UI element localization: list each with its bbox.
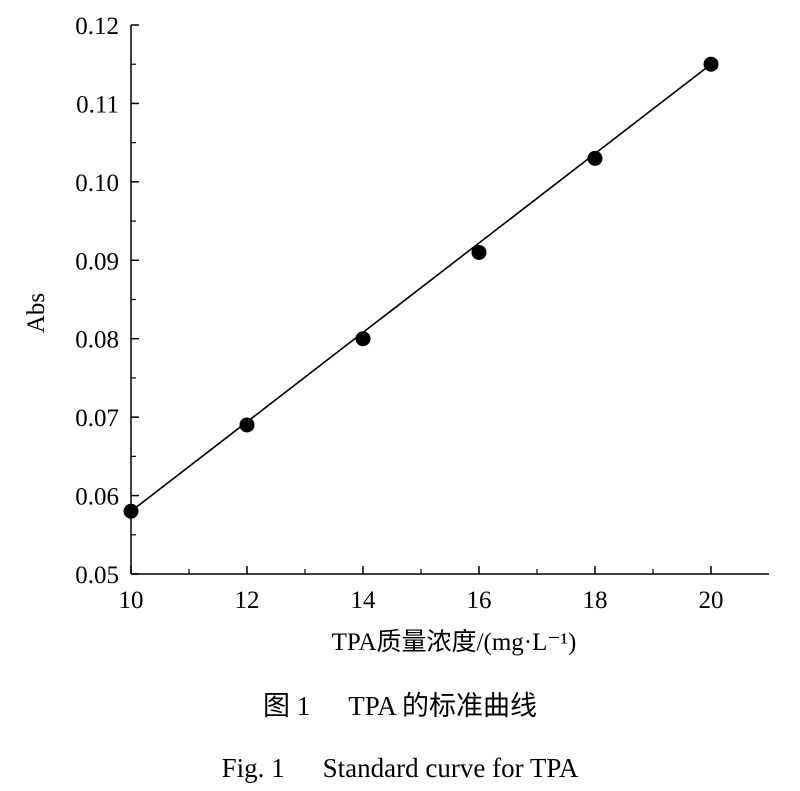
- caption-en-number: Fig. 1: [221, 753, 285, 783]
- y-axis-title: Abs: [23, 293, 50, 333]
- data-point: [587, 150, 603, 166]
- caption-en-text: Standard curve for TPA: [322, 753, 579, 783]
- x-tick-label: 18: [583, 587, 608, 614]
- y-tick-label: 0.05: [75, 562, 119, 589]
- data-point: [471, 244, 487, 260]
- y-tick-label: 0.08: [75, 327, 119, 354]
- chart: 0.05 0.06 0.07 0.08 0.09 0.10 0.11 0.12 10 12 14 16…: [23, 13, 769, 656]
- y-tick-label: 0.09: [75, 248, 119, 275]
- x-axis-title: TPA质量浓度/(mg·L⁻¹): [332, 628, 577, 656]
- data-points: [123, 56, 719, 519]
- figure-caption-chinese: 图 1 TPA 的标准曲线: [0, 684, 800, 723]
- data-point: [123, 503, 139, 519]
- caption-cn-text: TPA 的标准曲线: [348, 691, 538, 721]
- y-tick-label: 0.12: [75, 13, 119, 40]
- x-tick-label: 16: [467, 587, 492, 614]
- axes: [130, 24, 769, 575]
- y-tick-label: 0.07: [75, 405, 119, 432]
- y-tick-label: 0.06: [75, 484, 119, 511]
- fit-line: [130, 63, 712, 512]
- x-tick-label: 20: [699, 587, 724, 614]
- tick-labels: 0.05 0.06 0.07 0.08 0.09 0.10 0.11 0.12 10 12 14 16…: [75, 13, 723, 614]
- x-tick-label: 10: [119, 587, 144, 614]
- data-point: [355, 331, 371, 347]
- y-tick-label: 0.10: [75, 170, 119, 197]
- data-point: [239, 417, 255, 433]
- x-tick-label: 12: [235, 587, 260, 614]
- fit-line-group: [130, 63, 712, 512]
- x-tick-label: 14: [351, 587, 377, 614]
- caption-cn-number: 图 1: [262, 691, 311, 721]
- figure-caption-english: Fig. 1 Standard curve for TPA: [0, 753, 800, 784]
- data-point: [703, 56, 719, 72]
- y-tick-label: 0.11: [76, 91, 119, 118]
